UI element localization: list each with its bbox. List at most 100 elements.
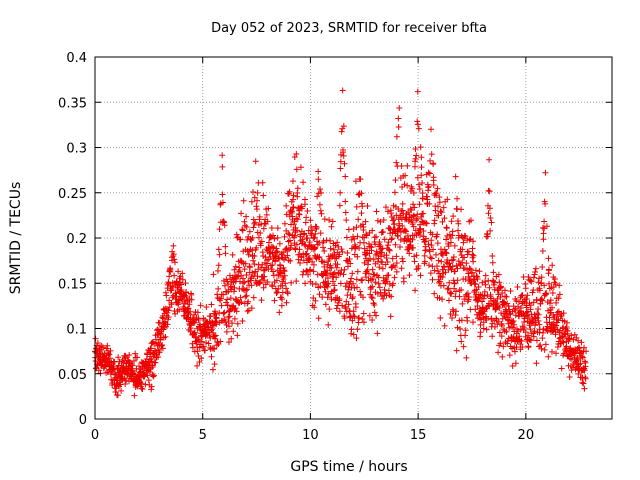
data-point (323, 237, 330, 244)
data-point (397, 229, 404, 236)
data-point (110, 365, 117, 372)
data-point (327, 245, 334, 252)
data-point (462, 332, 469, 339)
data-point (264, 260, 271, 267)
data-point (271, 257, 278, 264)
data-point (300, 179, 307, 186)
data-point (191, 311, 198, 318)
data-point (410, 212, 417, 219)
data-point (238, 210, 245, 217)
data-point (445, 285, 452, 292)
data-point (411, 163, 418, 170)
data-point (409, 221, 416, 228)
data-point (485, 277, 492, 284)
data-point (112, 370, 119, 377)
data-point (241, 300, 248, 307)
data-point (504, 300, 511, 307)
data-point (481, 308, 488, 315)
data-point (447, 263, 454, 270)
data-point (319, 294, 326, 301)
data-point (274, 289, 281, 296)
data-point (352, 304, 359, 311)
data-point (415, 230, 422, 237)
data-point (542, 200, 549, 207)
data-point (566, 374, 573, 381)
data-point (581, 385, 588, 392)
data-point (480, 295, 487, 302)
data-point (384, 242, 391, 249)
data-point (207, 313, 214, 320)
data-point (172, 295, 179, 302)
data-point (531, 322, 538, 329)
data-point (470, 319, 477, 326)
data-point (383, 276, 390, 283)
data-point (458, 338, 465, 345)
data-point (488, 219, 495, 226)
data-point (175, 268, 182, 275)
y-tick-label: 0.35 (58, 96, 87, 111)
data-point (344, 263, 351, 270)
data-point (185, 310, 192, 317)
data-point (324, 267, 331, 274)
data-point (352, 245, 359, 252)
data-point (419, 190, 426, 197)
data-point (527, 326, 534, 333)
data-point (571, 349, 578, 356)
data-point (411, 204, 418, 211)
data-point (236, 299, 243, 306)
axis-ticks (94, 56, 612, 420)
data-point (234, 332, 241, 339)
data-point (441, 215, 448, 222)
data-point (346, 280, 353, 287)
data-point (472, 280, 479, 287)
data-point (336, 297, 343, 304)
data-point (419, 210, 426, 217)
data-point (260, 192, 267, 199)
data-point (223, 322, 230, 329)
data-point (187, 328, 194, 335)
data-point (158, 325, 165, 332)
data-point (396, 243, 403, 250)
data-point (467, 217, 474, 224)
data-point (349, 270, 356, 277)
data-point (169, 248, 176, 255)
data-point (417, 213, 424, 220)
data-point (379, 265, 386, 272)
data-point (155, 346, 162, 353)
data-point (440, 282, 447, 289)
data-point (227, 295, 234, 302)
data-point (407, 205, 414, 212)
data-point (105, 358, 112, 365)
data-point (466, 236, 473, 243)
data-point (461, 235, 468, 242)
data-point (220, 291, 227, 298)
data-point (205, 340, 212, 347)
data-point (316, 201, 323, 208)
data-point (379, 245, 386, 252)
data-point (560, 339, 567, 346)
data-point (321, 247, 328, 254)
data-point (303, 259, 310, 266)
data-point (390, 280, 397, 287)
data-point (568, 367, 575, 374)
data-point (131, 392, 138, 399)
data-point (551, 323, 558, 330)
data-point (395, 124, 402, 131)
data-point (450, 254, 457, 261)
data-point (486, 156, 493, 163)
data-point (139, 386, 146, 393)
data-point (497, 340, 504, 347)
data-point (165, 314, 172, 321)
data-point (309, 258, 316, 265)
data-point (171, 280, 178, 287)
data-point (535, 317, 542, 324)
data-point (203, 339, 210, 346)
data-point (226, 323, 233, 330)
data-point (450, 213, 457, 220)
data-point (452, 312, 459, 319)
data-point (441, 264, 448, 271)
data-point (475, 284, 482, 290)
data-point (350, 331, 357, 338)
data-point (419, 218, 426, 225)
data-point (476, 268, 483, 275)
